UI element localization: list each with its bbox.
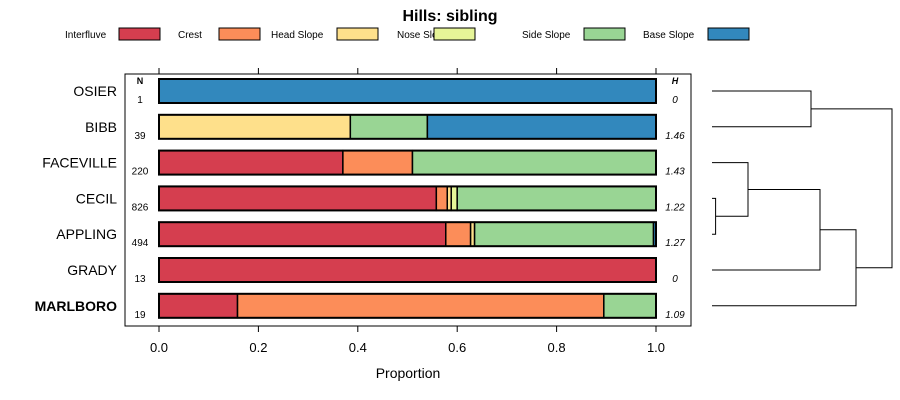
bar-outline — [158, 257, 657, 283]
x-axis: 0.0 0.2 0.4 0.6 0.8 1.0 — [150, 68, 665, 355]
legend-swatch-head-slope — [336, 27, 379, 41]
legend-label-base-slope: Base Slope — [643, 30, 695, 41]
bar-outline — [158, 221, 657, 248]
row-n: 13 — [134, 274, 146, 285]
x-tick-label: 0.2 — [249, 340, 267, 355]
x-tick-label: 0.4 — [349, 340, 367, 355]
row-n: 494 — [132, 238, 149, 249]
chart-title: Hills: sibling — [402, 8, 497, 25]
bar-outline — [158, 149, 657, 176]
row-h: 0 — [672, 274, 678, 285]
dendrogram-link — [712, 197, 717, 235]
bar-segment-crest — [435, 185, 449, 212]
bar-segment-base-slope — [426, 114, 657, 140]
legend-swatch-interfluve — [118, 27, 161, 41]
row-h: 1.22 — [665, 202, 685, 213]
row-h: 1.09 — [665, 310, 685, 321]
x-tick-label: 0.8 — [548, 340, 566, 355]
dendrogram-link — [712, 229, 857, 307]
row-n: 19 — [134, 310, 146, 321]
bar-segment-side-slope — [411, 149, 657, 176]
row-h: 1.27 — [665, 238, 685, 249]
dendrogram-link — [712, 90, 812, 128]
bar-segment-interfluve — [158, 257, 657, 283]
row-bibb: BIBB 39 1.46 — [85, 113, 685, 142]
row-n: 220 — [132, 167, 149, 178]
row-n: 826 — [132, 202, 149, 213]
row-cecil: CECIL 826 1.22 — [76, 185, 685, 213]
bar-segment-head-slope — [158, 114, 352, 140]
bar-segment-base-slope — [158, 78, 657, 104]
bar-segment-interfluve — [158, 293, 239, 319]
row-n: 39 — [134, 131, 146, 142]
row-h: 1.43 — [665, 167, 685, 178]
dendrogram — [712, 90, 893, 307]
row-faceville: FACEVILLE 220 1.43 — [42, 149, 685, 178]
bar-segment-nose-slope — [450, 185, 458, 212]
x-tick-label: 0.0 — [150, 340, 168, 355]
bar-outline — [158, 78, 657, 104]
legend-swatch-nose-slope — [433, 27, 476, 41]
row-osier: OSIER 1 0 — [73, 78, 678, 106]
row-label: OSIER — [73, 83, 117, 99]
bar-outline — [158, 113, 657, 140]
n-header: N — [137, 76, 144, 86]
bar-segment-side-slope — [349, 114, 429, 140]
row-label: GRADY — [67, 262, 117, 278]
row-h: 0 — [672, 95, 678, 106]
bar-segment-interfluve — [158, 185, 438, 212]
bar-segment-side-slope — [473, 221, 655, 247]
legend-label-interfluve: Interfluve — [65, 30, 107, 41]
row-marlboro: MARLBORO 19 1.09 — [35, 292, 685, 321]
bar-segment-crest — [342, 149, 414, 176]
bar-segment-crest — [236, 293, 605, 319]
bar-rows: OSIER 1 0 BIBB 39 1.46 FACEVILLE 220 1.43 CECIL 82… — [35, 78, 685, 321]
row-label: BIBB — [85, 119, 117, 135]
dendrogram-link — [712, 162, 749, 217]
bar-segment-interfluve — [158, 149, 344, 176]
row-label: CECIL — [76, 190, 117, 206]
row-appling: APPLING 494 1.27 — [56, 221, 685, 249]
bar-segment-crest — [445, 221, 472, 247]
row-h: 1.46 — [665, 131, 685, 142]
row-label: FACEVILLE — [42, 155, 117, 171]
bar-outline — [158, 185, 657, 212]
dendrogram-link — [712, 188, 821, 271]
bar-outline — [158, 292, 657, 319]
x-axis-label: Proportion — [376, 365, 441, 381]
legend-swatch-crest — [218, 27, 261, 41]
legend-label-side-slope: Side Slope — [522, 30, 571, 41]
row-grady: GRADY 13 0 — [67, 257, 678, 285]
h-header: H — [672, 76, 679, 86]
legend-label-crest: Crest — [178, 30, 202, 41]
legend: Interfluve Crest Head Slope Nose Slope Side … — [65, 27, 750, 41]
row-n: 1 — [137, 95, 143, 106]
row-label: MARLBORO — [35, 298, 118, 314]
legend-label-nose-slope: Nose Slope — [397, 30, 449, 41]
bar-segment-side-slope — [603, 293, 657, 319]
x-tick-label: 0.6 — [448, 340, 466, 355]
row-label: APPLING — [56, 226, 117, 242]
dendrogram-link — [811, 108, 893, 269]
bar-segment-side-slope — [456, 185, 657, 212]
legend-swatch-base-slope — [707, 27, 750, 41]
x-tick-label: 1.0 — [647, 340, 665, 355]
bar-segment-interfluve — [158, 221, 447, 247]
legend-label-head-slope: Head Slope — [271, 30, 324, 41]
plot-frame — [124, 73, 692, 327]
legend-swatch-side-slope — [583, 27, 626, 41]
